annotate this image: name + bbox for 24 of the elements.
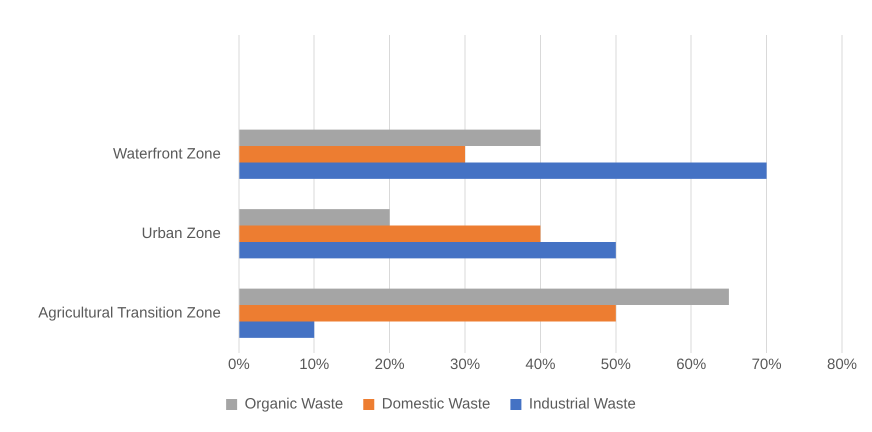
x-tick-label: 0% <box>228 356 250 374</box>
bar <box>239 130 540 146</box>
bar <box>239 242 616 258</box>
x-tick-label: 40% <box>525 356 556 374</box>
x-tick-label: 20% <box>374 356 405 374</box>
x-tick-label: 70% <box>752 356 782 374</box>
y-tick-label: Agricultural Transition Zone <box>38 304 221 322</box>
bar <box>239 209 390 226</box>
legend-label: Organic Waste <box>244 396 344 413</box>
y-tick-label: Waterfront Zone <box>113 145 221 162</box>
x-tick-label: 30% <box>450 356 480 374</box>
bar <box>239 162 767 179</box>
bar <box>239 305 616 322</box>
bar <box>239 146 466 162</box>
x-tick-label: 50% <box>600 356 631 374</box>
y-tick-label: Urban Zone <box>142 224 221 242</box>
legend-label: Domestic Waste <box>382 396 490 413</box>
bar <box>239 288 729 306</box>
x-tick-label: 60% <box>676 356 706 374</box>
legend-label: Industrial Waste <box>528 396 636 413</box>
x-tick-label: 80% <box>826 356 858 374</box>
bar <box>239 226 540 242</box>
bar <box>239 321 314 338</box>
x-tick-label: 10% <box>299 356 330 374</box>
